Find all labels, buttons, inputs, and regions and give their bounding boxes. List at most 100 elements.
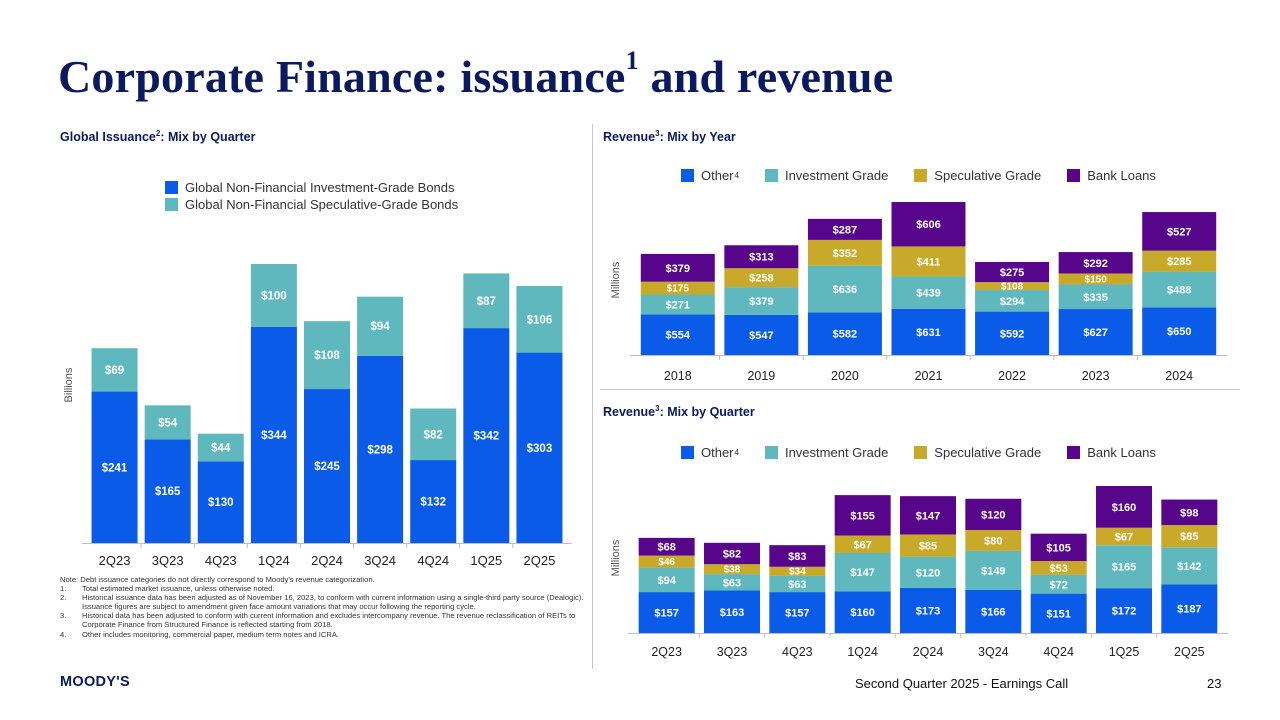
moodys-logo: MOODY'S xyxy=(60,674,130,690)
bar-segment xyxy=(769,592,826,633)
data-label: $72 xyxy=(1049,579,1067,591)
data-label: $147 xyxy=(916,510,940,522)
tick-label: 4Q24 xyxy=(417,553,449,568)
tick-label: 1Q24 xyxy=(847,645,878,659)
data-label: $53 xyxy=(1049,563,1067,575)
data-label: $165 xyxy=(1112,562,1136,574)
bar-segment xyxy=(900,496,956,535)
data-label: $160 xyxy=(850,607,874,619)
data-label: $98 xyxy=(1180,507,1198,519)
issuance-legend: Global Non-Financial Investment-Grade Bo… xyxy=(165,180,458,214)
bar-segment xyxy=(900,556,956,588)
data-label: $313 xyxy=(749,252,773,264)
data-label: $82 xyxy=(723,549,741,561)
footnote-intro: Note: Debt issuance categories do not di… xyxy=(60,575,375,584)
data-label: $592 xyxy=(1000,328,1024,340)
bar-segment xyxy=(965,530,1022,551)
bar-segment xyxy=(640,281,715,295)
data-label: $175 xyxy=(667,284,690,295)
bar-segment xyxy=(1096,486,1152,528)
tick-label: 2Q25 xyxy=(1174,645,1205,659)
data-label: $303 xyxy=(527,443,553,455)
bar-segment xyxy=(250,326,297,543)
bar-segment xyxy=(304,321,350,390)
tick-label: 3Q24 xyxy=(364,553,396,568)
tick-label: 2019 xyxy=(747,369,775,383)
bar-segment xyxy=(975,261,1050,283)
tick-label: 1Q25 xyxy=(1109,645,1140,659)
data-label: $165 xyxy=(155,486,181,498)
bar-segment xyxy=(1096,527,1152,546)
data-label: $130 xyxy=(208,497,234,509)
legend-item-bank-loans: Bank Loans xyxy=(1067,445,1156,460)
data-label: $187 xyxy=(1177,604,1201,616)
bar-segment xyxy=(144,439,191,543)
revenue-year-legend: Other 4 Investment Grade Speculative Grad… xyxy=(681,168,1182,183)
data-label: $68 xyxy=(657,542,675,554)
legend-item-speculative-grade: Speculative Grade xyxy=(914,445,1041,460)
data-label: $150 xyxy=(1085,274,1108,285)
tick-label: 4Q24 xyxy=(1043,645,1074,659)
tick-label: 2020 xyxy=(831,369,859,383)
bar-segment xyxy=(891,308,966,355)
bar-segment xyxy=(1058,273,1133,285)
data-label: $166 xyxy=(981,606,1005,618)
data-label: $85 xyxy=(919,541,937,553)
data-label: $352 xyxy=(833,248,857,260)
tick-label: 1Q24 xyxy=(258,553,290,568)
footnote-item: 2. Historical issuance data has been adju… xyxy=(60,593,584,612)
bar-segment xyxy=(463,273,510,329)
bar-segment xyxy=(769,575,826,593)
bar-segment xyxy=(724,287,799,315)
data-label: $627 xyxy=(1083,327,1107,339)
bar-segment xyxy=(965,498,1022,531)
legend-swatch-blue xyxy=(681,169,694,182)
data-label: $488 xyxy=(1167,284,1191,296)
bar-segment xyxy=(197,433,244,462)
bar-segment xyxy=(807,312,882,355)
y-axis-label: Billions xyxy=(63,367,75,402)
bar-segment xyxy=(807,218,882,240)
bar-segment xyxy=(1142,212,1217,251)
bar-segment xyxy=(638,555,695,568)
legend-swatch-blue xyxy=(165,181,178,194)
bar-segment xyxy=(1058,284,1133,310)
bar-segment xyxy=(516,285,563,353)
data-label: $108 xyxy=(1001,282,1024,293)
page-number: 23 xyxy=(1207,676,1222,691)
legend-item-other: Other 4 xyxy=(681,445,739,460)
tick-label: 2Q24 xyxy=(913,645,944,659)
bar-segment xyxy=(1161,584,1218,633)
data-label: $335 xyxy=(1083,292,1107,304)
bar-segment xyxy=(891,246,966,277)
bar-segment xyxy=(891,202,966,247)
data-label: $547 xyxy=(749,330,773,342)
tick-label: 2018 xyxy=(664,369,692,383)
data-label: $258 xyxy=(749,273,773,285)
bar-segment xyxy=(640,294,715,315)
tick-label: 3Q23 xyxy=(152,553,184,568)
legend-swatch-purple xyxy=(1067,169,1081,182)
data-label: $582 xyxy=(833,329,857,341)
legend-item-investment-grade: Investment Grade xyxy=(764,168,888,183)
bar-segment xyxy=(144,405,191,440)
data-label: $294 xyxy=(1000,296,1025,308)
data-label: $379 xyxy=(666,263,690,275)
data-label: $105 xyxy=(1046,542,1070,554)
bar-segment xyxy=(197,461,244,543)
tick-label: 1Q25 xyxy=(470,553,502,568)
bar-segment xyxy=(1142,307,1217,355)
bar-segment xyxy=(807,265,882,313)
data-label: $163 xyxy=(720,607,744,619)
bar-segment xyxy=(640,314,715,355)
data-label: $34 xyxy=(789,567,806,578)
bar-segment xyxy=(1096,545,1152,589)
bar-segment xyxy=(834,552,891,592)
bar-segment xyxy=(1142,271,1217,308)
data-label: $344 xyxy=(261,430,287,442)
bar-segment xyxy=(410,408,457,461)
y-axis-label: Millions xyxy=(610,539,622,576)
bar-segment xyxy=(357,355,404,543)
bar-segment xyxy=(724,245,799,269)
data-label: $241 xyxy=(102,462,128,474)
